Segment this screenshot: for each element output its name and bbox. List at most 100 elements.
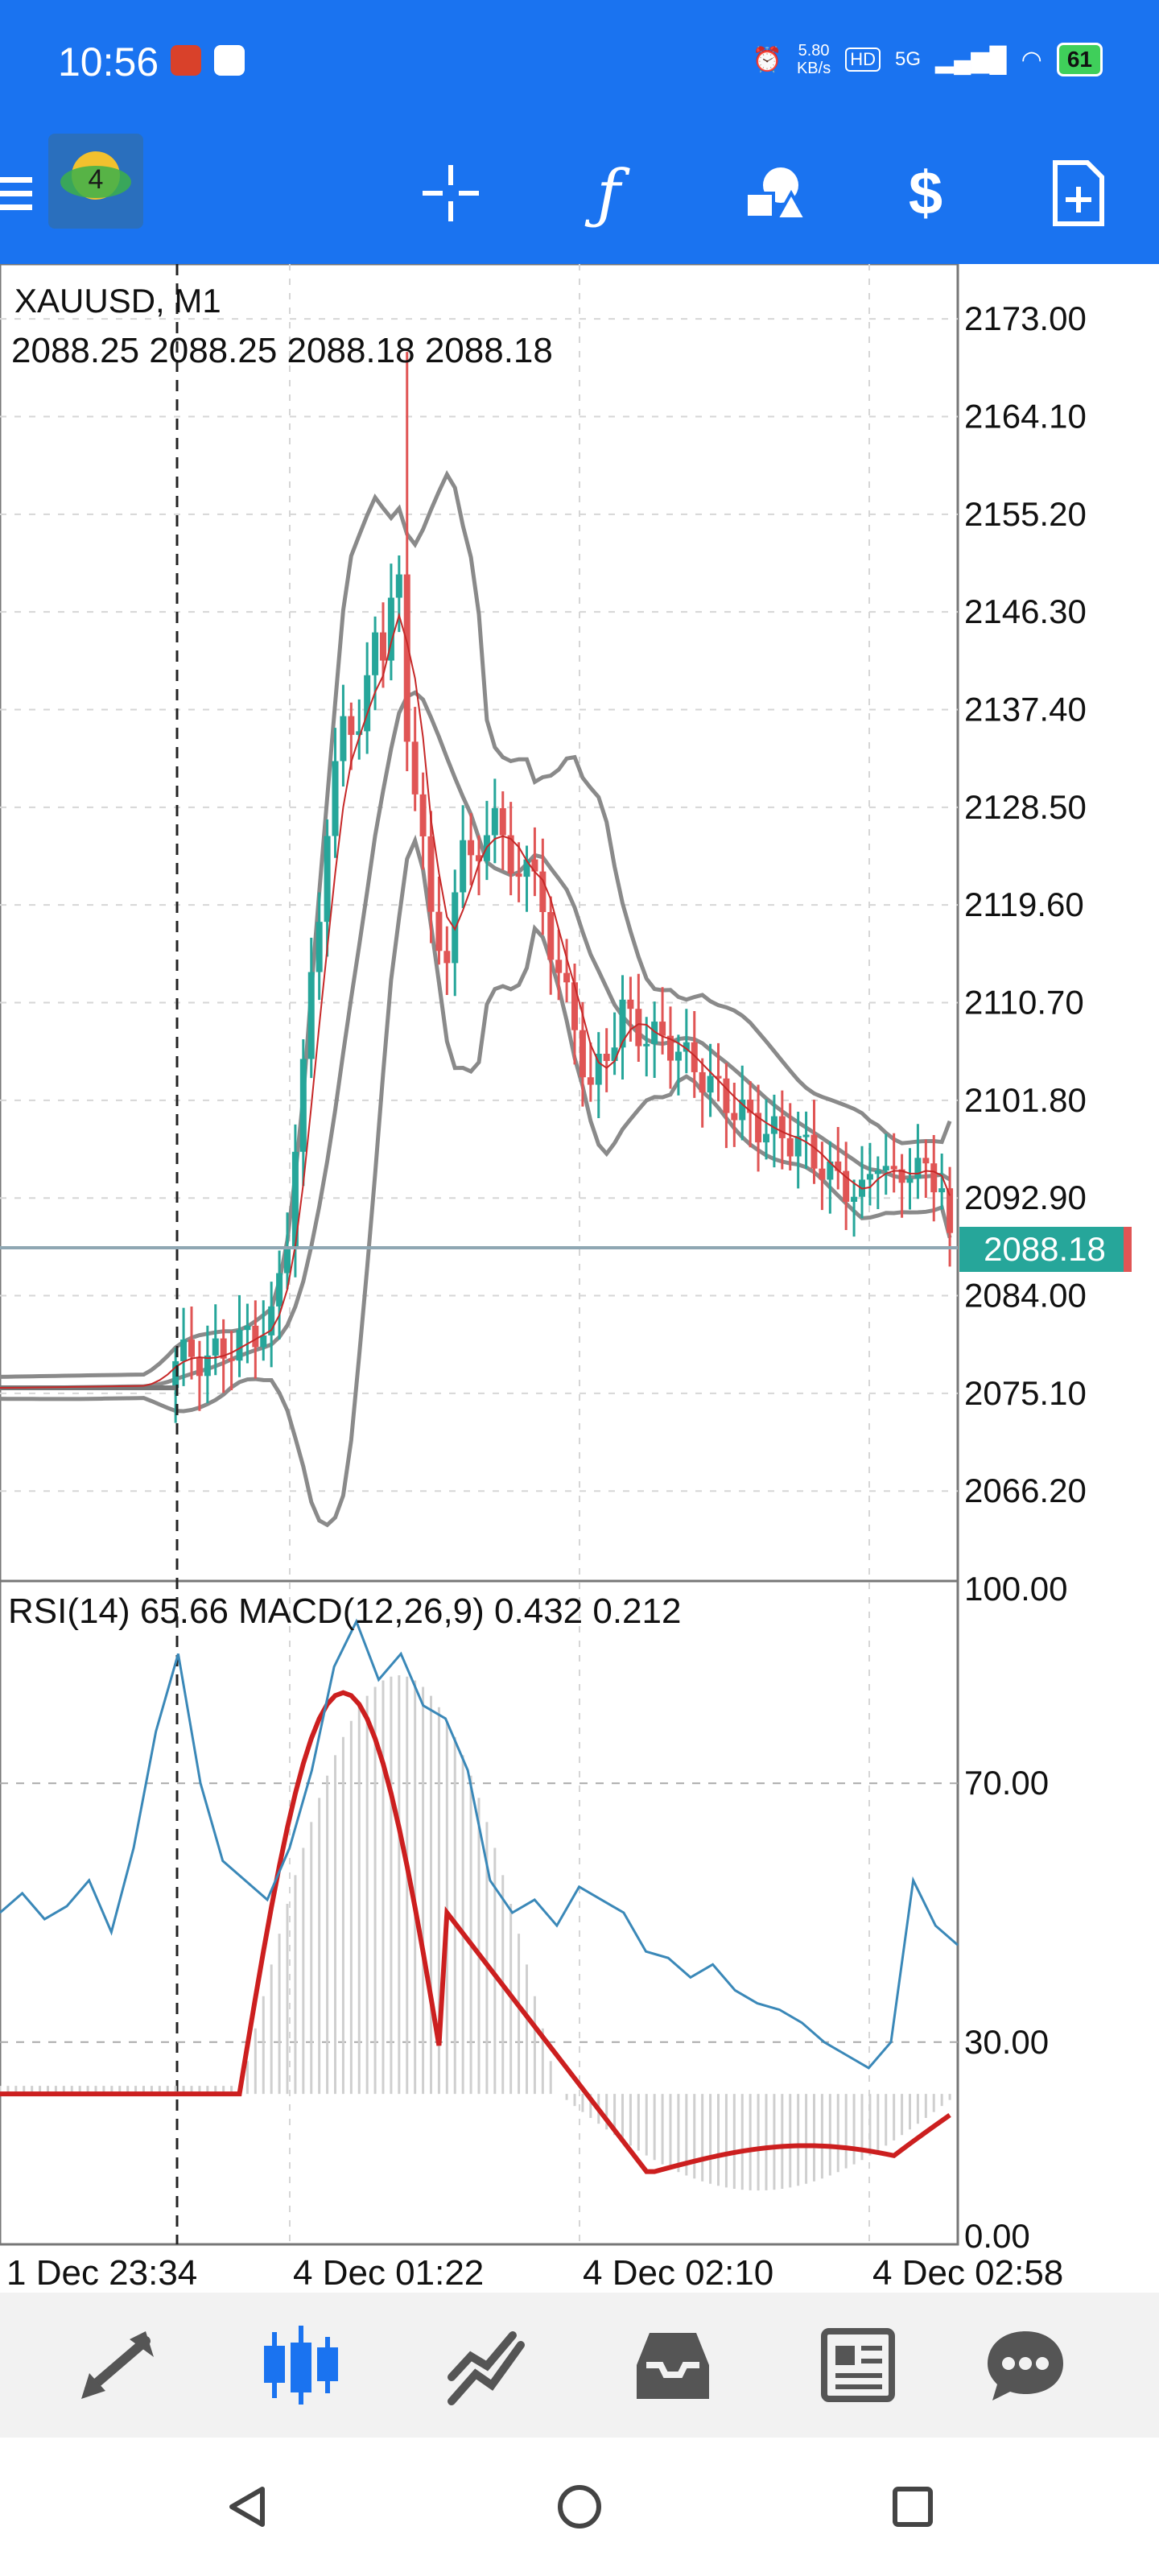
candle-body: [635, 1009, 642, 1046]
candle-body: [851, 1196, 858, 1202]
candle-body: [523, 859, 530, 877]
candle-body: [683, 1042, 690, 1052]
candle-body: [587, 1077, 594, 1085]
candlesticks: [0, 352, 954, 1423]
candle-body: [435, 911, 443, 952]
app-logo[interactable]: 4: [48, 134, 143, 229]
candle-body: [180, 1340, 188, 1361]
candle-body: [228, 1358, 235, 1361]
menu-icon[interactable]: [0, 145, 64, 242]
candle-body: [380, 632, 386, 661]
function-icon[interactable]: ƒ: [596, 155, 621, 231]
status-time: 10:56: [58, 39, 159, 85]
candle-body: [419, 794, 427, 836]
moving-average: [0, 612, 951, 1389]
candle-body: [938, 1188, 946, 1193]
nav-quotes[interactable]: [61, 2309, 174, 2421]
candle-body: [499, 807, 506, 836]
price-tick-label: 2173.00: [964, 299, 1087, 337]
inbox-icon: [637, 2333, 709, 2399]
nav-trade[interactable]: [431, 2309, 544, 2421]
candle-body: [284, 1247, 291, 1274]
rsi-line: [0, 1618, 959, 2070]
candle-body: [443, 951, 451, 964]
candle-body: [252, 1325, 259, 1348]
candle-body: [563, 972, 571, 983]
candle-body: [595, 1054, 602, 1085]
candle-body: [930, 1163, 938, 1193]
candle-body: [395, 574, 402, 598]
price-tick-label: 2110.70: [964, 984, 1084, 1022]
bollinger-bands: [0, 470, 952, 1528]
candle-body: [411, 741, 419, 795]
chart-toolbar: ƒ $: [0, 129, 1159, 264]
candle-body: [659, 1022, 666, 1036]
candle-body: [188, 1340, 195, 1357]
wifi-icon: ◠: [1021, 46, 1042, 73]
candle-body: [356, 731, 363, 735]
indicator-tick-label: 0.00: [964, 2217, 1030, 2255]
price-tick-label: 2075.10: [964, 1374, 1087, 1412]
lower-band: [0, 834, 952, 1528]
indicator-tick-label: 70.00: [964, 1764, 1049, 1802]
price-tick-label: 2155.20: [964, 495, 1087, 533]
candle-body: [947, 1188, 954, 1233]
candle-body: [611, 1047, 618, 1061]
candle-body: [603, 1054, 610, 1061]
candle-body: [778, 1116, 786, 1138]
nav-news[interactable]: [802, 2309, 914, 2421]
nav-chat[interactable]: [969, 2309, 1082, 2421]
candle-body: [460, 840, 467, 893]
price-axis: 2173.00 2164.10 2155.20 2146.30 2137.40 2128.…: [964, 299, 1087, 1509]
battery-indicator: 61: [1056, 43, 1103, 76]
upper-band: [0, 470, 952, 1379]
price-tick-label: 2092.90: [964, 1179, 1087, 1216]
price-tick-label: 2164.10: [964, 398, 1087, 436]
time-axis: 1 Dec 23:34 4 Dec 01:22 4 Dec 02:10 4 Dec 0…: [6, 2253, 1063, 2293]
middle-band: [0, 690, 951, 1390]
candle-body: [236, 1330, 243, 1361]
candle-body: [348, 716, 355, 735]
candle-body: [515, 873, 522, 877]
trade-icon[interactable]: $: [908, 159, 943, 228]
candle-body: [802, 1134, 810, 1137]
candle-body: [196, 1356, 203, 1377]
notification-icon-2: [214, 45, 245, 76]
back-icon: [229, 2487, 265, 2527]
nav-chart[interactable]: [245, 2309, 357, 2421]
new-order-icon[interactable]: [1030, 145, 1127, 242]
objects-icon[interactable]: [724, 145, 821, 242]
notification-icon-1: [171, 45, 201, 76]
chat-icon: [988, 2331, 1063, 2401]
crosshair-icon[interactable]: [402, 145, 499, 242]
candle-body: [747, 1099, 754, 1113]
price-tick-label: 2084.00: [964, 1277, 1087, 1315]
home-button[interactable]: [539, 2467, 620, 2547]
candle-body: [786, 1137, 794, 1157]
bottom-navigation: [0, 2293, 1159, 2438]
candle-body: [770, 1116, 777, 1134]
candle-body: [491, 807, 498, 836]
signal-icon: ▂▄▆█: [935, 46, 1007, 73]
indicator-label: RSI(14) 65.66 MACD(12,26,9) 0.432 0.212: [8, 1591, 681, 1631]
chart-svg[interactable]: 2173.00 2164.10 2155.20 2146.30 2137.40 2128.…: [0, 262, 1159, 2293]
candle-body: [340, 716, 347, 762]
candle-body: [731, 1113, 738, 1121]
back-button[interactable]: [208, 2467, 288, 2547]
candle-body: [810, 1134, 818, 1169]
candle-body: [316, 922, 323, 972]
chart-area[interactable]: 2173.00 2164.10 2155.20 2146.30 2137.40 2128.…: [0, 262, 1159, 2293]
net-speed-value: 5.80: [798, 42, 830, 60]
price-tick-label: 2128.50: [964, 788, 1087, 826]
candle-body: [691, 1042, 698, 1072]
candle-body: [794, 1136, 802, 1157]
candle-body: [755, 1113, 762, 1143]
candle-body: [372, 632, 379, 675]
price-tick-label: 2137.40: [964, 691, 1087, 729]
recents-button[interactable]: [872, 2467, 953, 2547]
candle-body: [619, 999, 626, 1048]
candle-body: [579, 1030, 586, 1078]
candle-body: [739, 1099, 746, 1121]
indicator-pane: [0, 1618, 959, 2191]
nav-history[interactable]: [617, 2309, 729, 2421]
